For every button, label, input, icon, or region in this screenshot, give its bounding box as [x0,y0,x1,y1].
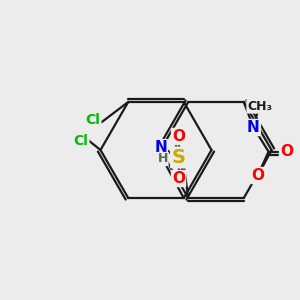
Text: Cl: Cl [74,134,88,148]
Text: O: O [280,144,293,159]
Text: Cl: Cl [85,113,100,127]
Text: O: O [172,171,185,186]
Text: N: N [247,120,260,135]
Text: O: O [251,168,265,183]
Text: S: S [172,148,185,167]
Text: O: O [172,129,185,144]
Text: CH₃: CH₃ [247,100,272,113]
Text: N: N [154,140,167,155]
Text: H: H [158,152,168,166]
